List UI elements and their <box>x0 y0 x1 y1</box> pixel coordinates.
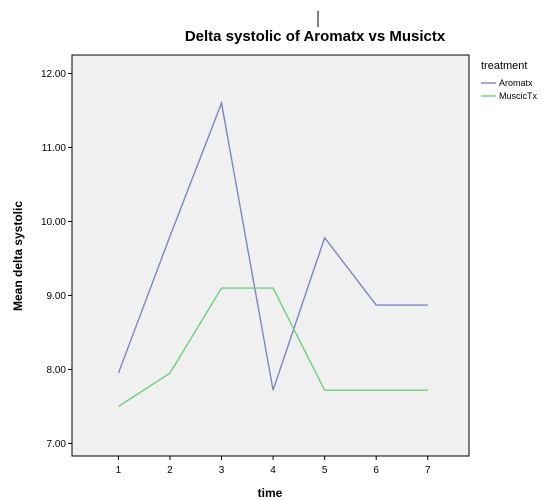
series-line-muscictx <box>118 287 428 408</box>
y-axis-title: Mean delta systolic <box>11 201 25 311</box>
x-tick-label: 2 <box>167 465 173 476</box>
legend-label: MuscicTx <box>499 91 537 101</box>
x-tick-label: 5 <box>322 465 328 476</box>
legend: treatment Aromatx MuscicTx <box>481 60 537 101</box>
y-tick-label: 11.00 <box>42 143 67 154</box>
y-tick-label: 7.00 <box>47 439 67 450</box>
x-axis: 1 2 3 4 5 6 7 <box>116 456 431 476</box>
x-tick-label: 6 <box>373 465 379 476</box>
x-tick-label: 7 <box>425 465 431 476</box>
chart-title: Delta systolic of Aromatx vs Musictx <box>185 28 446 45</box>
x-axis-title: time <box>258 486 283 500</box>
y-tick-label: 8.00 <box>47 365 67 376</box>
y-tick-label: 10.00 <box>41 217 66 228</box>
x-tick-label: 3 <box>219 465 225 476</box>
series-line-aromatx <box>117 100 428 391</box>
y-tick-label: 12.00 <box>41 69 66 80</box>
x-tick-label: 1 <box>116 465 122 476</box>
series-lines <box>117 100 428 408</box>
legend-label: Aromatx <box>499 78 533 88</box>
y-axis: 7.00 8.00 9.00 10.00 11.00 12.00 <box>41 69 72 450</box>
y-tick-label: 9.00 <box>47 291 67 302</box>
x-tick-label: 4 <box>270 465 276 476</box>
plot-area <box>71 54 470 457</box>
legend-title: treatment <box>481 60 527 72</box>
